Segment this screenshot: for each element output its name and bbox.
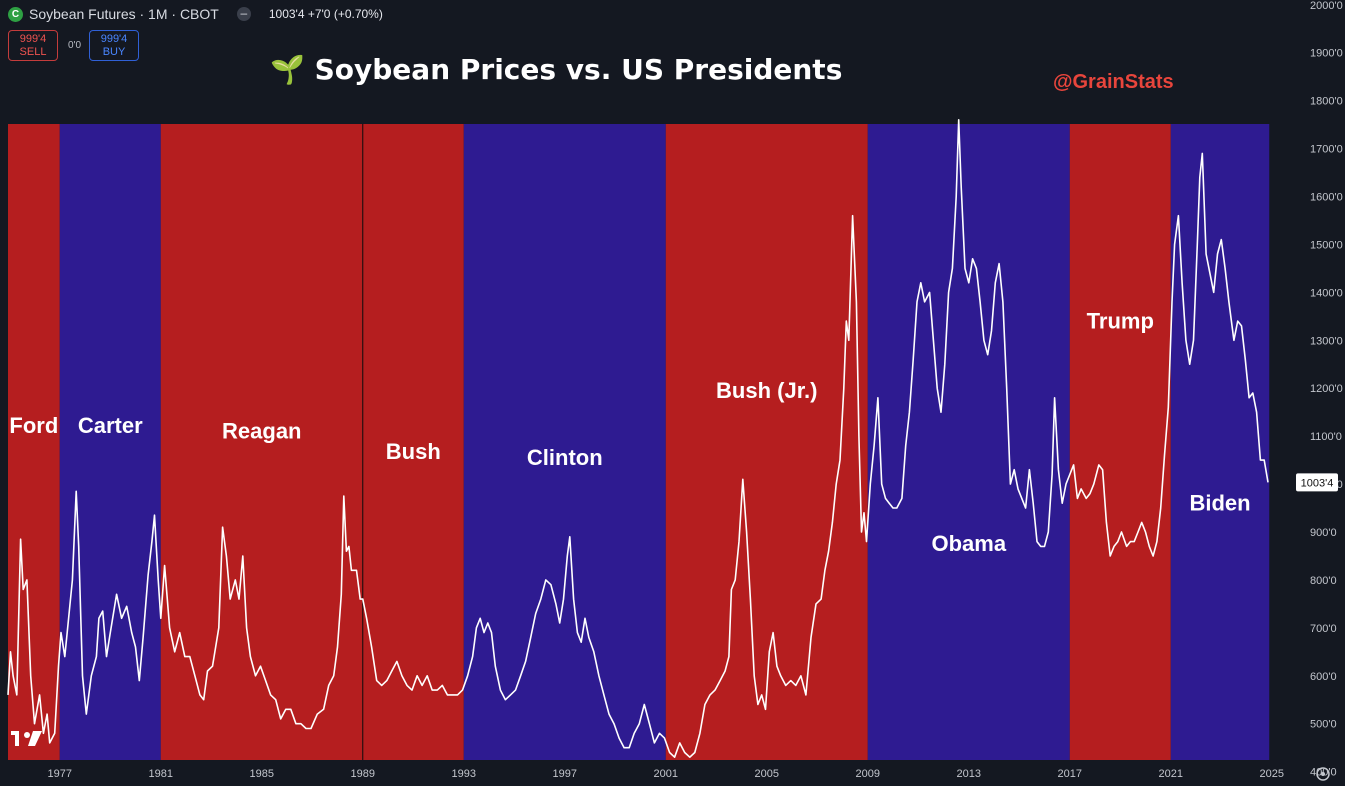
president-bands [8,124,1270,760]
y-tick-label: 1900'0 [1310,48,1343,60]
band-bush-jr [665,124,868,760]
time-axis: 1977 1981 1985 1989 1993 1997 2001 2005 2009 2013… [48,768,1285,780]
price-axis: 400'0500'0600'0700'0800'0900'01000'01100… [1310,0,1343,779]
y-tick-label: 1300'0 [1310,335,1343,347]
y-tick-label: 2000'0 [1310,0,1343,12]
x-tick-label: 1997 [553,768,577,780]
y-tick-label: 1800'0 [1310,96,1343,108]
band-bush [362,124,464,760]
label-reagan: Reagan [222,419,301,444]
x-tick-label: 2025 [1260,768,1284,780]
grainstats-watermark: @GrainStats [1053,71,1174,93]
x-tick-label: 2013 [957,768,981,780]
label-trump: Trump [1087,308,1154,333]
y-tick-label: 1100'0 [1310,431,1342,443]
symbol-header[interactable]: C Soybean Futures · 1M · CBOT – 1003'4 +… [8,4,383,24]
buy-button[interactable]: 999'4 BUY [89,30,139,61]
tradingview-logo [11,731,42,746]
band-reagan [160,124,363,760]
band-ford [8,124,60,760]
label-obama: Obama [931,531,1006,556]
band-trump [1069,124,1171,760]
sell-label: SELL [19,46,47,58]
symbol-title[interactable]: Soybean Futures · 1M · CBOT [29,6,219,22]
x-tick-label: 2009 [856,768,880,780]
y-tick-label: 1400'0 [1310,287,1343,299]
y-tick-label: 1700'0 [1310,144,1343,156]
settings-gear-icon[interactable] [1316,767,1330,781]
y-tick-label: 700'0 [1310,623,1337,635]
buy-price: 999'4 [100,33,128,45]
band-clinton [463,124,666,760]
last-price-label: 1003'4 [1301,477,1334,489]
y-tick-label: 600'0 [1310,671,1337,683]
buy-label: BUY [102,46,126,58]
label-clinton: Clinton [527,445,603,470]
x-tick-label: 1985 [250,768,274,780]
label-bush: Bush [386,439,441,464]
x-tick-label: 2021 [1159,768,1183,780]
band-carter [59,124,161,760]
soybean-price-line [7,119,1269,758]
cbot-logo-icon: C [8,6,23,22]
sell-button[interactable]: 999'4 SELL [8,30,58,61]
y-tick-label: 1500'0 [1310,239,1343,251]
price-quote: 1003'4 +7'0 (+0.70%) [268,7,383,21]
x-tick-label: 2005 [755,768,779,780]
president-labels: Ford Carter Reagan Bush Clinton Bush (Jr.) Oba… [9,308,1250,556]
x-tick-label: 2001 [654,768,678,780]
x-tick-label: 1981 [149,768,173,780]
x-tick-label: 1977 [48,768,72,780]
x-tick-label: 1993 [452,768,476,780]
last-price-tag: 1003'4 [1296,473,1338,492]
x-tick-label: 1989 [351,768,375,780]
y-tick-label: 900'0 [1310,527,1337,539]
label-biden: Biden [1189,490,1250,515]
collapse-minus-icon[interactable]: – [236,7,251,21]
band-obama [867,124,1070,760]
x-tick-label: 2017 [1058,768,1082,780]
label-carter: Carter [78,413,143,438]
label-bush-jr: Bush (Jr.) [716,378,817,403]
spread-value: 0'0 [68,40,82,51]
y-tick-label: 1600'0 [1310,192,1343,204]
band-biden [1170,124,1270,760]
last-price-box [1296,473,1338,492]
label-ford: Ford [9,413,58,438]
chart-title: 🌱 Soybean Prices vs. US Presidents [270,53,842,86]
y-tick-label: 800'0 [1310,575,1337,587]
y-tick-label: 1200'0 [1310,383,1343,395]
sell-price: 999'4 [19,33,47,45]
y-tick-label: 500'0 [1310,719,1337,731]
